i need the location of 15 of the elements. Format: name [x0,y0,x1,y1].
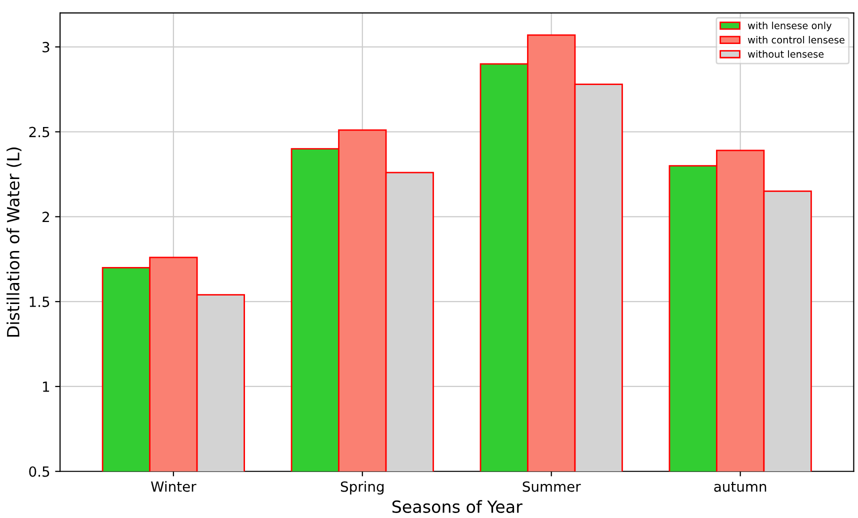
y-tick-label: 2 [42,212,49,222]
y-tick-label: 1.5 [30,296,50,308]
x-tick-label: autumn [714,482,766,492]
x-tick-label: Summer [522,481,581,492]
legend-label: with lensese only [748,22,832,32]
y-axis-title: Distillation of Water (L) [6,147,22,337]
x-tick-label: Winter [151,481,196,492]
x-tick-label: Spring [340,481,384,495]
x-axis-title: Seasons of Year [392,500,522,513]
y-tick-label: 2.5 [29,126,50,138]
y-tick-label: 1 [43,382,50,392]
y-tick-label: 3 [42,42,50,52]
y-tick-label: 0.5 [29,466,50,477]
legend-label: with control lensese [748,36,844,44]
legend-label: without lensese [748,50,824,58]
